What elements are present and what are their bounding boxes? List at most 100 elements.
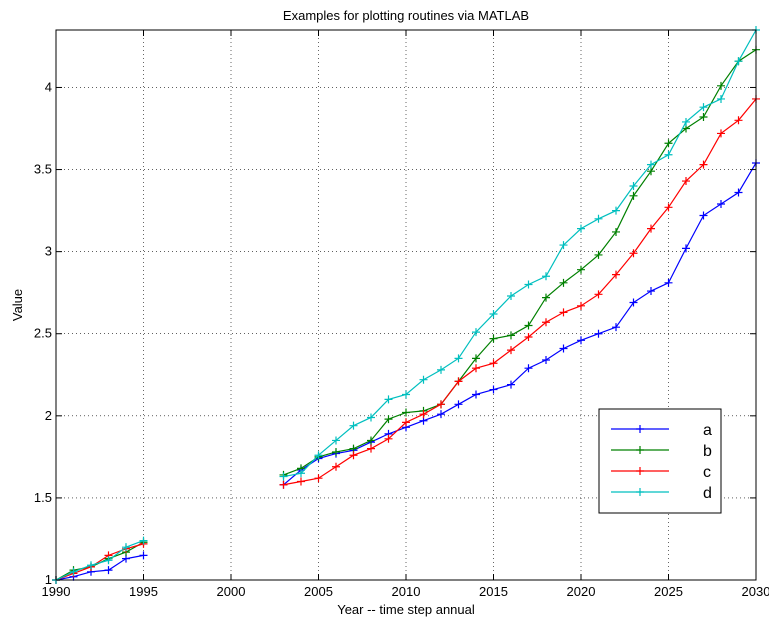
data-point-a: [524, 364, 533, 373]
legend-marker-b: [636, 446, 644, 454]
x-tick-label: 1990: [42, 584, 71, 599]
x-tick-label: 2020: [567, 584, 596, 599]
data-point-c: [402, 418, 410, 427]
data-point-c: [437, 400, 445, 409]
data-point-a: [594, 329, 603, 338]
data-point-a: [577, 336, 585, 345]
data-point-c: [682, 177, 690, 186]
data-point-b: [559, 278, 568, 287]
data-point-c: [489, 359, 498, 368]
data-point-a: [734, 188, 743, 197]
data-point-d: [279, 472, 288, 481]
data-point-d: [419, 375, 428, 384]
data-point-d: [734, 57, 743, 66]
grid-lines: [56, 30, 756, 580]
y-tick-label: 4: [45, 79, 52, 94]
y-tick-label: 2: [45, 408, 52, 423]
data-point-b: [664, 139, 673, 148]
data-point-d: [507, 291, 515, 300]
data-point-b: [524, 321, 533, 330]
data-point-b: [489, 334, 498, 343]
series-b: [52, 45, 760, 584]
data-point-b: [612, 227, 620, 236]
series-line-d: [283, 29, 757, 478]
data-point-d: [559, 241, 568, 250]
x-tick-label: 2025: [654, 584, 683, 599]
data-point-b: [629, 191, 638, 200]
data-point-a: [612, 323, 620, 332]
data-point-c: [367, 444, 375, 453]
legend-marker-a: [636, 425, 644, 433]
data-point-b: [699, 113, 708, 122]
data-point-d: [577, 224, 585, 233]
data-point-a: [507, 380, 515, 389]
data-point-d: [87, 561, 95, 570]
data-point-c: [332, 462, 340, 471]
data-point-d: [542, 272, 550, 281]
data-point-a: [647, 287, 655, 296]
data-point-c: [717, 129, 725, 138]
data-point-d: [647, 160, 655, 169]
series-line-c: [55, 543, 144, 581]
series-line-c: [283, 98, 757, 486]
data-point-d: [122, 543, 130, 552]
x-tick-label: 2005: [304, 584, 333, 599]
data-point-d: [629, 181, 638, 190]
data-point-a: [489, 385, 498, 394]
data-point-c: [612, 270, 620, 279]
data-point-a: [717, 200, 725, 209]
data-point-a: [472, 390, 480, 399]
data-point-d: [682, 117, 690, 126]
x-tick-label: 2030: [742, 584, 769, 599]
data-point-c: [454, 377, 463, 386]
data-point-d: [664, 150, 673, 159]
x-tick-label: 1995: [129, 584, 158, 599]
data-point-d: [524, 280, 533, 289]
data-point-c: [734, 116, 743, 125]
data-point-c: [279, 480, 288, 489]
data-point-a: [104, 566, 113, 575]
data-point-d: [69, 567, 78, 576]
data-point-d: [402, 390, 410, 399]
data-point-c: [559, 308, 568, 317]
y-tick-label: 3: [45, 244, 52, 259]
data-point-d: [437, 365, 445, 374]
data-point-d: [717, 94, 725, 103]
legend-box: [598, 408, 722, 514]
series-c: [52, 94, 760, 584]
series-line-d: [55, 540, 144, 581]
x-tick-label: 2010: [392, 584, 421, 599]
data-point-c: [664, 203, 673, 212]
data-point-d: [489, 310, 498, 319]
data-point-d: [454, 354, 463, 363]
data-point-b: [594, 250, 603, 259]
data-point-b: [577, 265, 585, 274]
data-point-a: [699, 211, 708, 220]
data-point-c: [384, 434, 393, 443]
data-point-d: [699, 103, 708, 112]
legend-label-d: d: [703, 485, 712, 502]
data-point-d: [472, 328, 480, 337]
data-point-d: [612, 206, 620, 215]
x-axis-title: Year -- time step annual: [337, 602, 475, 617]
legend-label-b: b: [703, 443, 712, 460]
chart-title: Examples for plotting routines via MATLA…: [283, 8, 529, 23]
data-point-d: [297, 469, 305, 478]
data-point-a: [454, 400, 463, 409]
x-tick-label: 2015: [479, 584, 508, 599]
data-point-d: [104, 556, 113, 565]
y-tick-label: 3.5: [34, 162, 52, 177]
data-point-a: [559, 344, 568, 353]
series-lines: [52, 26, 760, 584]
data-point-c: [314, 474, 323, 483]
data-point-c: [629, 249, 638, 258]
data-point-b: [402, 408, 410, 417]
data-point-d: [594, 214, 603, 223]
data-point-c: [349, 451, 358, 460]
y-tick-label: 2.5: [34, 326, 52, 341]
legend-label-a: a: [703, 422, 712, 439]
data-point-b: [472, 354, 480, 363]
